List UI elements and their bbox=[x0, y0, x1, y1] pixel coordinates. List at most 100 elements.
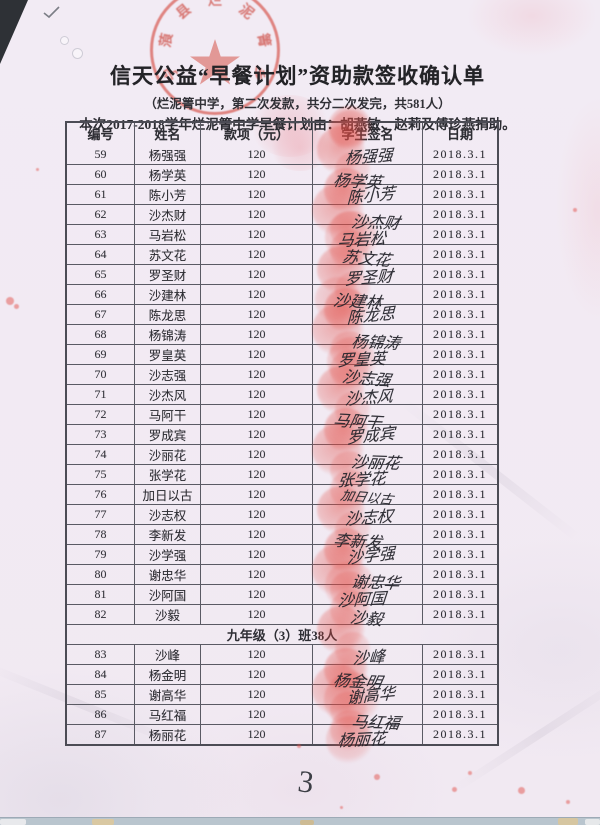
red-ink-speck bbox=[468, 771, 472, 775]
cell-amount: 120 bbox=[200, 605, 312, 624]
pen-tick-mark bbox=[43, 6, 60, 19]
cell-number: 63 bbox=[94, 227, 107, 241]
document-subtitle: （烂泥箐中学，第二次发款，共分二次发完，共581人） bbox=[144, 97, 451, 111]
cell-date: 2018.3.1 bbox=[422, 685, 497, 704]
cell-signature: 沙杰风 bbox=[312, 385, 422, 408]
cell-signature: 沙志强 bbox=[312, 365, 422, 389]
table-row: 67 陈龙思 120 陈龙思 2018.3.1 bbox=[67, 304, 497, 327]
cell-date: 2018.3.1 bbox=[422, 385, 497, 404]
cell-name: 杨学英 bbox=[134, 165, 200, 184]
cell-number: 62 bbox=[94, 207, 107, 221]
cell-date: 2018.3.1 bbox=[422, 425, 497, 444]
cell-signature: 陈龙思 bbox=[312, 305, 422, 327]
cell-amount: 120 bbox=[200, 365, 312, 384]
red-ink-speck bbox=[6, 297, 14, 305]
cell-date: 2018.3.1 bbox=[422, 144, 497, 164]
cell-signature: 杨锦涛 bbox=[312, 325, 422, 352]
cell-signature: 罗成宾 bbox=[312, 425, 422, 447]
cell-name: 沙毅 bbox=[134, 605, 200, 624]
cell-number: 81 bbox=[94, 587, 107, 601]
cell-number: 66 bbox=[94, 287, 107, 301]
cell-date: 2018.3.1 bbox=[422, 725, 497, 744]
cell-signature: 沙杰财 bbox=[312, 205, 422, 232]
cell-signature: 马阿干 bbox=[312, 405, 422, 432]
table-row: 77 沙志权 120 沙志权 2018.3.1 bbox=[67, 504, 497, 528]
table-row: 66 沙建林 120 沙建林 2018.3.1 bbox=[67, 284, 497, 312]
cell-amount: 120 bbox=[200, 245, 312, 264]
table-row: 80 谢忠华 120 谢忠华 2018.3.1 bbox=[67, 564, 497, 592]
cell-name: 沙阿国 bbox=[134, 585, 200, 604]
table-row: 79 沙学强 120 沙学强 2018.3.1 bbox=[67, 544, 497, 567]
cell-signature: 沙毅 bbox=[312, 605, 422, 629]
cell-date: 2018.3.1 bbox=[422, 245, 497, 264]
table-row: 62 沙杰财 120 沙杰财 2018.3.1 bbox=[67, 204, 497, 232]
cell-number: 87 bbox=[94, 727, 107, 741]
scan-edge-strip bbox=[0, 817, 600, 825]
cell-signature: 陈小芳 bbox=[312, 185, 422, 207]
table-row: 61 陈小芳 120 陈小芳 2018.3.1 bbox=[67, 184, 497, 207]
class-section-label: 九年级（3）班38人 bbox=[226, 628, 338, 643]
receipt-table: 编号 姓名 款项（元） 学生签名 日期 59 杨强强 120 杨强强 2018.3.1 60 杨学英… bbox=[65, 121, 499, 750]
table-row: 70 沙志强 120 沙志强 2018.3.1 bbox=[67, 364, 497, 389]
cell-date: 2018.3.1 bbox=[422, 665, 497, 684]
cell-number: 65 bbox=[94, 267, 107, 281]
cell-signature: 杨金明 bbox=[312, 665, 422, 692]
table-row: 87 杨丽花 120 杨丽花 2018.3.1 bbox=[67, 724, 497, 750]
cell-date: 2018.3.1 bbox=[422, 365, 497, 384]
cell-number: 74 bbox=[94, 447, 107, 461]
cell-date: 2018.3.1 bbox=[422, 485, 497, 504]
table-row: 60 杨学英 120 杨学英 2018.3.1 bbox=[67, 164, 497, 192]
table-row: 76 加日以古 120 加日以古 2018.3.1 bbox=[67, 484, 497, 507]
cell-date: 2018.3.1 bbox=[422, 445, 497, 464]
table-row: 59 杨强强 120 杨强强 2018.3.1 bbox=[67, 144, 497, 168]
cell-amount: 120 bbox=[200, 485, 312, 504]
cell-date: 2018.3.1 bbox=[422, 645, 497, 664]
table-row: 65 罗圣财 120 罗圣财 2018.3.1 bbox=[67, 264, 497, 288]
cell-signature: 沙阿国 bbox=[312, 585, 422, 610]
cell-date: 2018.3.1 bbox=[422, 345, 497, 364]
cell-amount: 120 bbox=[200, 185, 312, 204]
cell-amount: 120 bbox=[200, 405, 312, 424]
table-row: 75 张学花 120 张学花 2018.3.1 bbox=[67, 464, 497, 490]
handwritten-signature: 杨丽花 bbox=[337, 730, 387, 750]
cell-date: 2018.3.1 bbox=[422, 265, 497, 284]
handwritten-page-number: 3 bbox=[295, 763, 316, 800]
cell-signature: 沙峰 bbox=[312, 645, 422, 668]
cell-name: 沙峰 bbox=[134, 645, 200, 664]
cell-amount: 120 bbox=[200, 565, 312, 584]
cell-number: 79 bbox=[94, 547, 107, 561]
column-header: 姓名 bbox=[134, 123, 200, 144]
cell-number: 85 bbox=[94, 687, 107, 701]
cell-date: 2018.3.1 bbox=[422, 605, 497, 624]
cell-amount: 120 bbox=[200, 465, 312, 484]
cell-number: 73 bbox=[94, 427, 107, 441]
cell-name: 罗皇英 bbox=[134, 345, 200, 364]
cell-number: 67 bbox=[94, 307, 107, 321]
cell-signature: 杨丽花 bbox=[312, 725, 422, 750]
cell-name: 谢高华 bbox=[134, 685, 200, 704]
cell-number: 82 bbox=[94, 607, 107, 621]
cell-amount: 120 bbox=[200, 685, 312, 704]
cell-amount: 120 bbox=[200, 205, 312, 224]
cell-name: 陈龙思 bbox=[134, 305, 200, 324]
table-row: 82 沙毅 120 沙毅 2018.3.1 bbox=[67, 604, 497, 629]
cell-number: 75 bbox=[94, 467, 107, 481]
cell-name: 罗成宾 bbox=[134, 425, 200, 444]
cell-signature: 沙志权 bbox=[312, 505, 422, 528]
cell-signature: 马岩松 bbox=[312, 225, 422, 250]
cell-date: 2018.3.1 bbox=[422, 325, 497, 344]
column-header: 日期 bbox=[422, 123, 497, 144]
cell-amount: 120 bbox=[200, 725, 312, 744]
table-row: 63 马岩松 120 马岩松 2018.3.1 bbox=[67, 224, 497, 250]
cell-amount: 120 bbox=[200, 325, 312, 344]
cell-amount: 120 bbox=[200, 585, 312, 604]
water-spot bbox=[72, 48, 83, 59]
cell-date: 2018.3.1 bbox=[422, 165, 497, 184]
table-row: 81 沙阿国 120 沙阿国 2018.3.1 bbox=[67, 584, 497, 610]
class-section-row: 九年级（3）班38人 bbox=[67, 624, 497, 644]
cell-name: 沙杰风 bbox=[134, 385, 200, 404]
cell-number: 69 bbox=[94, 347, 107, 361]
cell-date: 2018.3.1 bbox=[422, 585, 497, 604]
stamp-arc-character: 蒗 bbox=[158, 32, 177, 49]
cell-name: 杨丽花 bbox=[134, 725, 200, 744]
